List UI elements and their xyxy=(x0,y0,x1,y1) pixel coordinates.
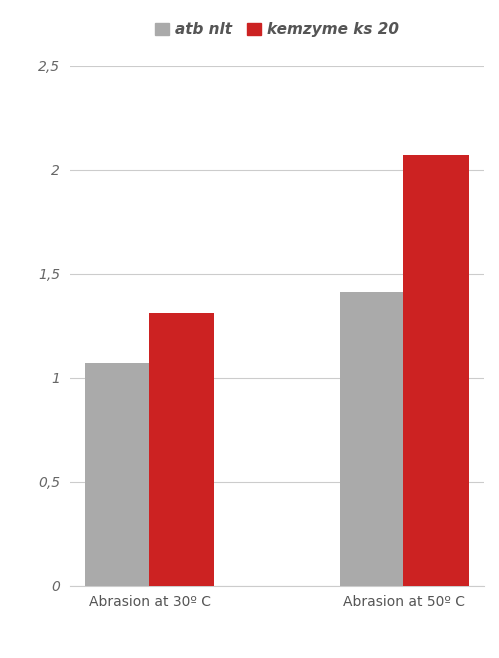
Legend: atb nlt, kemzyme ks 20: atb nlt, kemzyme ks 20 xyxy=(149,16,405,43)
Bar xyxy=(403,155,469,586)
Bar xyxy=(85,363,151,586)
Bar xyxy=(149,313,214,586)
Bar xyxy=(340,292,405,586)
